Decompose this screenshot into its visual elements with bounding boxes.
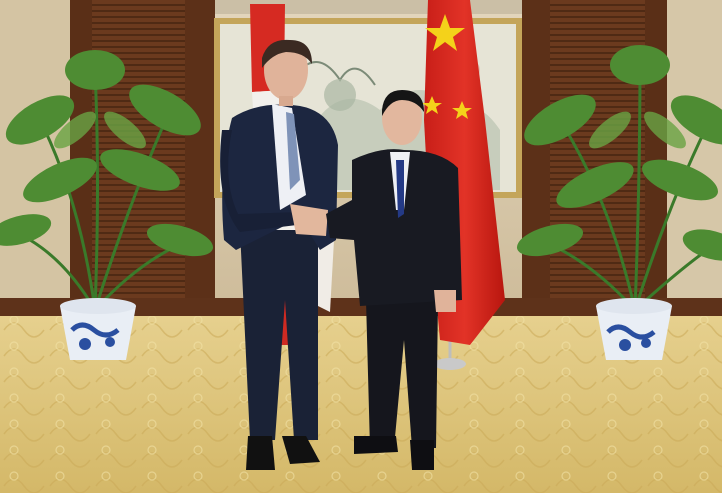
wood-panel-right [522,0,667,325]
potted-plant-right [516,45,722,360]
star-icon [425,14,465,51]
person-left [220,39,338,470]
star-icon [422,96,442,114]
baseboard [0,298,722,318]
star-icon [452,101,472,119]
person-right [326,90,462,470]
potted-plant-left [0,50,214,360]
